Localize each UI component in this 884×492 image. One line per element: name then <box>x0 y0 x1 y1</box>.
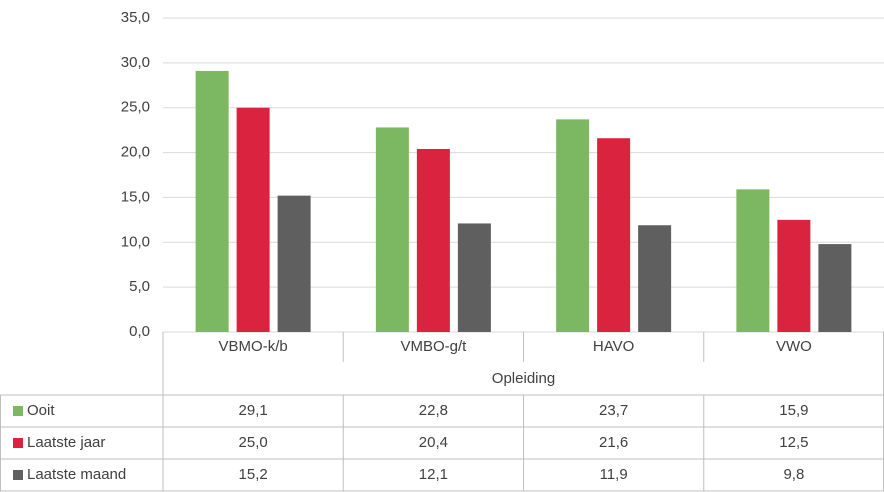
table-value: 29,1 <box>239 402 268 419</box>
table-value: 12,1 <box>419 466 448 483</box>
bar <box>556 119 590 333</box>
bar <box>818 244 852 332</box>
bar <box>457 223 491 332</box>
bar <box>236 107 270 332</box>
table-value: 22,8 <box>419 402 448 419</box>
x-tick-label: VBMO-k/b <box>219 338 288 355</box>
legend-label: Laatste maand <box>27 466 126 483</box>
table-value: 20,4 <box>419 434 448 451</box>
bar <box>375 127 409 332</box>
table-value: 25,0 <box>239 434 268 451</box>
table-value: 21,6 <box>599 434 628 451</box>
table-value: 9,8 <box>783 466 804 483</box>
y-tick-label: 10,0 <box>121 233 150 250</box>
table-value: 15,9 <box>779 402 808 419</box>
legend-label: Laatste jaar <box>27 434 105 451</box>
bar <box>195 70 229 332</box>
table-value: 15,2 <box>239 466 268 483</box>
bar <box>416 148 450 332</box>
y-tick-label: 20,0 <box>121 144 150 161</box>
x-tick-label: VWO <box>776 338 812 355</box>
table-value: 12,5 <box>779 434 808 451</box>
bar <box>777 219 811 332</box>
y-tick-label: 15,0 <box>121 188 150 205</box>
y-tick-label: 25,0 <box>121 99 150 116</box>
bar <box>638 225 672 332</box>
x-tick-label: VMBO-g/t <box>400 338 467 355</box>
table-value: 23,7 <box>599 402 628 419</box>
legend-label: Ooit <box>27 402 55 419</box>
legend-key <box>13 406 23 416</box>
y-tick-label: 5,0 <box>129 278 150 295</box>
table-value: 11,9 <box>600 466 628 483</box>
legend-key <box>13 438 23 448</box>
bar <box>736 189 770 332</box>
y-tick-label: 0,0 <box>129 323 150 340</box>
bar <box>277 195 311 332</box>
x-axis-label: Opleiding <box>492 370 555 387</box>
y-tick-label: 30,0 <box>121 54 150 71</box>
bar <box>597 138 631 332</box>
y-tick-label: 35,0 <box>121 9 150 26</box>
legend-key <box>13 470 23 480</box>
x-tick-label: HAVO <box>593 338 634 355</box>
